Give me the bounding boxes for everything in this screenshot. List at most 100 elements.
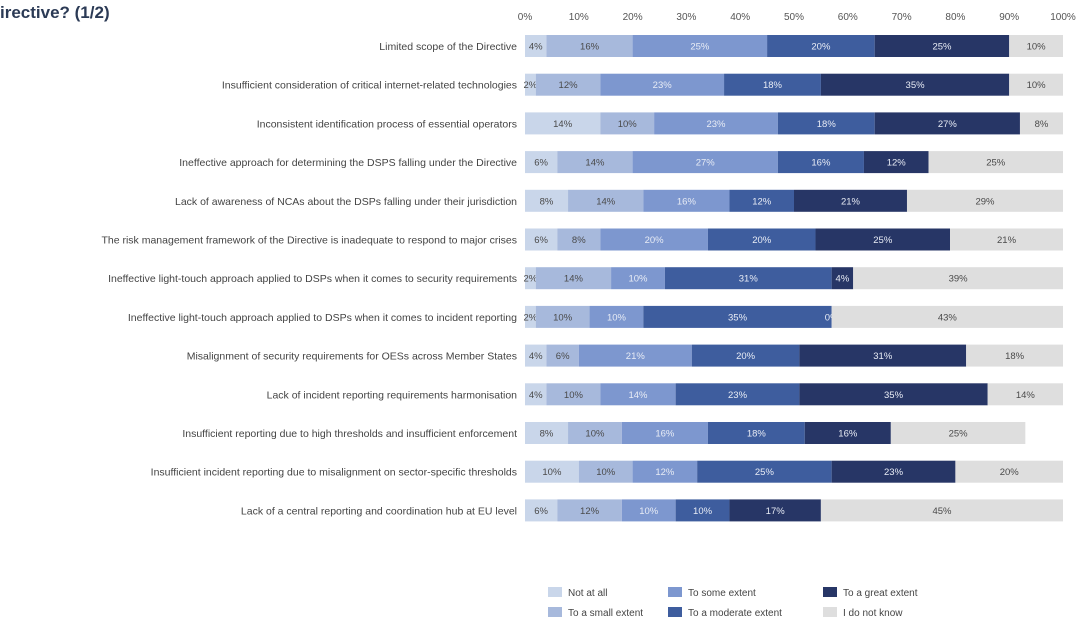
data-label: 25% — [755, 467, 775, 478]
category-label: Ineffective light-touch approach applied… — [108, 273, 517, 285]
legend-label: To a moderate extent — [688, 608, 782, 619]
data-label: 39% — [949, 274, 969, 285]
bar-segment — [621, 422, 708, 444]
bar-segment — [578, 460, 633, 483]
data-label: 17% — [766, 506, 786, 517]
bar-segment — [794, 189, 907, 212]
data-label: 31% — [873, 351, 893, 362]
legend-swatch — [548, 607, 562, 617]
data-label: 25% — [986, 158, 1006, 169]
category-label: Misalignment of security requirements fo… — [187, 351, 517, 363]
data-label: 12% — [580, 506, 600, 517]
data-label: 25% — [932, 42, 952, 53]
category-label: Insufficient incident reporting due to m… — [151, 467, 517, 479]
category-label: Ineffective light-touch approach applied… — [128, 312, 517, 324]
bar-segment — [874, 112, 1020, 135]
bar-segment — [546, 344, 579, 367]
bar-segment — [831, 267, 854, 290]
data-label: 35% — [884, 390, 904, 401]
bar-segment — [928, 151, 1063, 174]
category-label: Lack of incident reporting requirements … — [267, 389, 518, 401]
data-label: 20% — [1000, 467, 1020, 478]
bar-segment — [600, 228, 708, 251]
bar-segment — [820, 499, 1063, 522]
bar-segment — [675, 383, 800, 406]
bar-segment — [632, 35, 768, 57]
bar-segment — [643, 189, 730, 212]
bar-segment — [568, 189, 644, 212]
data-label: 12% — [887, 158, 907, 169]
bar-segment — [611, 267, 665, 290]
x-tick-label: 20% — [623, 12, 643, 23]
x-tick-label: 70% — [892, 12, 912, 23]
bar-segment — [525, 305, 536, 328]
category-label: Insufficient consideration of critical i… — [222, 80, 517, 92]
data-label: 8% — [540, 429, 554, 440]
bar-segment — [568, 422, 622, 444]
bar-segment — [987, 383, 1063, 406]
data-label: 6% — [534, 235, 548, 246]
data-label: 4% — [529, 390, 543, 401]
category-label: Limited scope of the Directive — [379, 41, 517, 53]
bar-segment — [955, 460, 1063, 483]
legend-swatch — [668, 587, 682, 597]
bar-segment — [600, 112, 655, 135]
data-label: 29% — [975, 196, 995, 207]
bar-segment — [535, 305, 590, 328]
legend-label: To a great extent — [843, 588, 918, 599]
bar-segment — [557, 228, 601, 251]
data-label: 10% — [585, 429, 605, 440]
bar-segment — [724, 73, 821, 96]
data-label: 10% — [607, 312, 627, 323]
category-label: Lack of awareness of NCAs about the DSPs… — [175, 196, 517, 208]
x-tick-label: 100% — [1050, 12, 1076, 23]
bar-segment — [691, 344, 800, 367]
data-label: 14% — [596, 196, 616, 207]
data-label: 6% — [556, 351, 570, 362]
bar-segment — [525, 35, 547, 57]
data-label: 35% — [728, 312, 748, 323]
category-label: Lack of a central reporting and coordina… — [241, 505, 517, 517]
data-label: 18% — [817, 119, 837, 130]
data-label: 18% — [763, 80, 783, 91]
bar-segment — [525, 422, 569, 444]
data-label: 10% — [553, 312, 573, 323]
data-label: 10% — [628, 274, 648, 285]
chart-title: irective? (1/2) — [0, 3, 110, 22]
data-label: 6% — [534, 158, 548, 169]
x-tick-label: 10% — [569, 12, 589, 23]
bar-segment — [831, 305, 1063, 328]
data-label: 10% — [564, 390, 584, 401]
bar-segment — [799, 383, 988, 406]
data-label: 16% — [677, 196, 697, 207]
data-label: 45% — [932, 506, 952, 517]
bar-segment — [906, 189, 1063, 212]
data-label: 35% — [906, 80, 926, 91]
bar-segment — [525, 267, 536, 290]
data-label: 27% — [938, 119, 958, 130]
bar-segment — [600, 383, 676, 406]
data-label: 10% — [542, 467, 562, 478]
bar-segment — [557, 151, 633, 174]
bar-segment — [777, 151, 864, 174]
data-label: 20% — [645, 235, 665, 246]
x-tick-label: 30% — [676, 12, 696, 23]
x-tick-label: 0% — [518, 12, 533, 23]
bar-segment — [525, 228, 558, 251]
bar-segment — [535, 267, 612, 290]
legend-swatch — [668, 607, 682, 617]
bar-segment — [525, 499, 558, 522]
bar-segment — [621, 499, 676, 522]
bar-segment — [535, 73, 601, 96]
data-label: 4% — [836, 274, 850, 285]
bar-segment — [707, 228, 816, 251]
data-label: 25% — [690, 42, 710, 53]
bar-segment — [654, 112, 778, 135]
data-label: 27% — [696, 158, 716, 169]
legend-label: To some extent — [688, 588, 756, 599]
category-label: Insufficient reporting due to high thres… — [182, 428, 517, 440]
bar-segment — [874, 35, 1010, 57]
legend-swatch — [823, 607, 837, 617]
data-label: 10% — [1027, 80, 1047, 91]
